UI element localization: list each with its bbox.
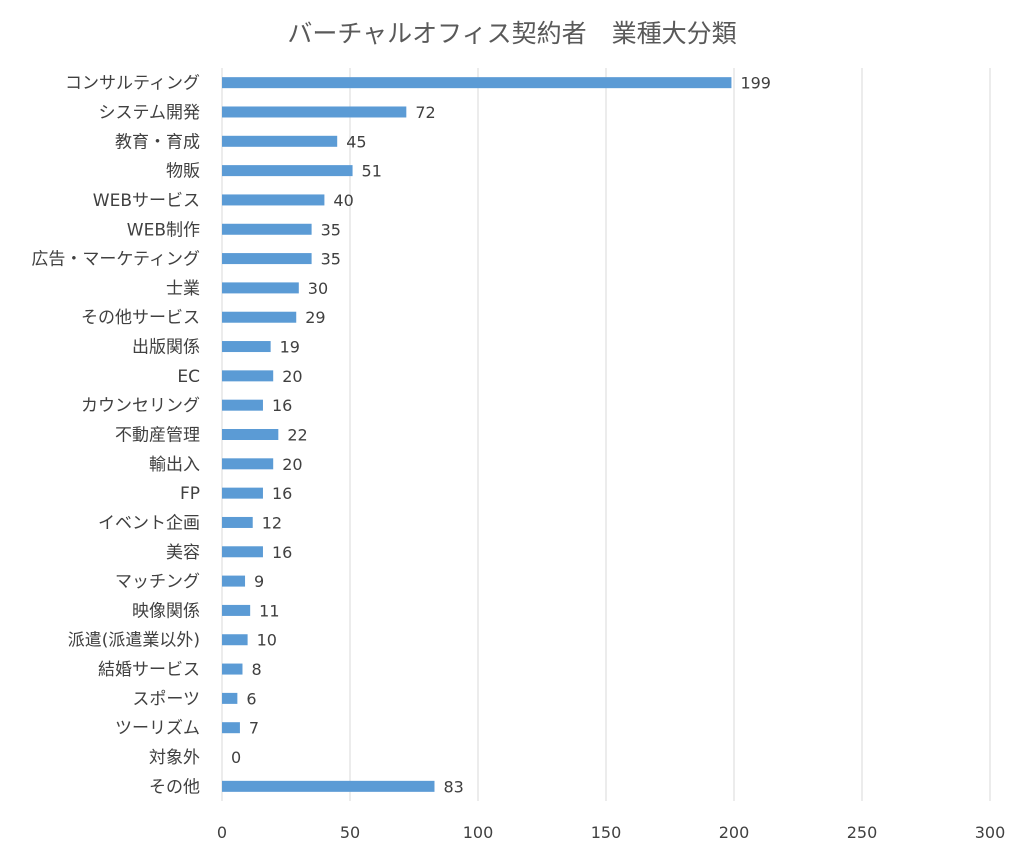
- category-label: 教育・育成: [115, 132, 200, 152]
- bar: [222, 341, 271, 353]
- data-label: 83: [443, 777, 463, 796]
- category-label: 不動産管理: [115, 426, 200, 446]
- bar: [222, 165, 353, 177]
- data-label: 10: [257, 631, 277, 650]
- bar: [222, 780, 435, 792]
- category-label: 広告・マーケティング: [31, 250, 200, 270]
- data-label: 16: [272, 484, 292, 503]
- data-label: 9: [254, 572, 264, 591]
- bar: [222, 546, 263, 558]
- bar: [222, 77, 732, 89]
- category-label: コンサルティング: [65, 74, 200, 94]
- bars: [222, 77, 732, 792]
- data-label: 40: [333, 191, 353, 210]
- x-tick-label: 50: [340, 823, 360, 842]
- bar: [222, 575, 246, 587]
- data-label: 72: [415, 103, 435, 122]
- x-tick-label: 100: [463, 823, 494, 842]
- x-tick-label: 200: [719, 823, 750, 842]
- category-label: マッチング: [115, 572, 200, 592]
- category-label: 結婚サービス: [98, 660, 200, 680]
- category-label: 対象外: [149, 748, 200, 768]
- bar: [222, 634, 248, 646]
- bar: [222, 194, 325, 206]
- x-tick-label: 0: [217, 823, 227, 842]
- bar: [222, 663, 243, 675]
- category-label: FP: [180, 484, 200, 504]
- category-label: スポーツ: [132, 689, 200, 709]
- gridlines: [221, 68, 991, 801]
- data-label: 7: [249, 719, 259, 738]
- bar: [222, 399, 263, 411]
- category-label: 映像関係: [132, 601, 200, 621]
- category-label: EC: [177, 367, 200, 387]
- category-label: WEBサービス: [93, 191, 200, 211]
- data-label: 16: [272, 396, 292, 415]
- data-label: 35: [321, 250, 341, 269]
- data-label: 20: [282, 455, 302, 474]
- data-label: 11: [259, 601, 279, 620]
- bar: [222, 604, 251, 616]
- data-label: 22: [287, 426, 307, 445]
- data-label: 20: [282, 367, 302, 386]
- data-label: 51: [362, 162, 382, 181]
- bar: [222, 282, 299, 294]
- category-label: 物販: [166, 162, 200, 182]
- data-label: 0: [231, 748, 241, 767]
- x-tick-label: 150: [591, 823, 622, 842]
- bar: [222, 311, 297, 323]
- bar: [222, 253, 312, 265]
- category-label: システム開発: [99, 103, 201, 123]
- category-label: ツーリズム: [115, 719, 200, 739]
- category-label: イベント企画: [98, 513, 200, 533]
- data-label: 19: [280, 338, 300, 357]
- x-tick-label: 300: [975, 823, 1006, 842]
- bar: [222, 429, 279, 440]
- category-label: その他サービス: [81, 308, 200, 328]
- bar: [222, 106, 407, 118]
- data-label: 35: [321, 220, 341, 239]
- data-label: 12: [262, 513, 282, 532]
- bar: [222, 722, 240, 734]
- bar: [222, 487, 263, 499]
- chart-title: バーチャルオフィス契約者 業種大分類: [287, 19, 737, 48]
- bar: [222, 516, 253, 528]
- x-tick-label: 250: [847, 823, 878, 842]
- category-label: WEB制作: [127, 220, 200, 240]
- category-label: 士業: [166, 279, 200, 299]
- data-label: 6: [246, 689, 256, 708]
- bar: [222, 223, 312, 235]
- category-label: 輸出入: [149, 455, 200, 475]
- data-label: 30: [308, 279, 328, 298]
- category-label: 派遣(派遣業以外): [68, 631, 200, 651]
- data-label: 16: [272, 543, 292, 562]
- category-label: 美容: [166, 543, 200, 563]
- category-label: カウンセリング: [81, 396, 200, 416]
- category-label: 出版関係: [132, 338, 200, 358]
- data-label: 8: [251, 660, 261, 679]
- bar: [222, 458, 274, 470]
- bar: [222, 135, 338, 147]
- bar: [222, 692, 238, 704]
- data-label: 199: [740, 74, 771, 93]
- data-label: 45: [346, 132, 366, 151]
- bar: [222, 370, 274, 382]
- category-label: その他: [149, 777, 200, 797]
- data-label: 29: [305, 308, 325, 327]
